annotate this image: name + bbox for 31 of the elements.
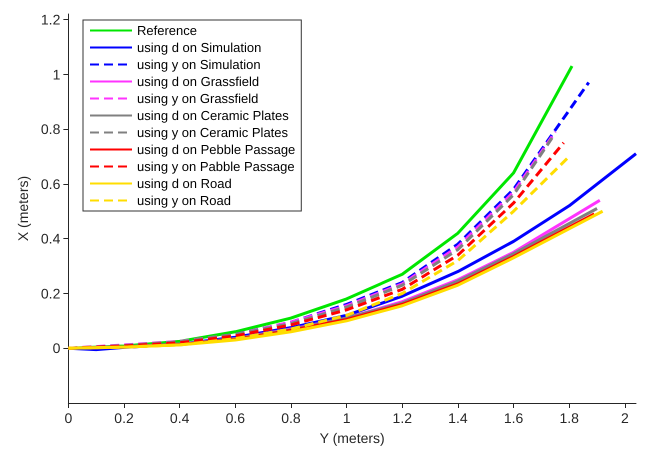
legend-label: using y on Simulation: [137, 57, 261, 72]
y-tick-label: 0: [52, 340, 61, 356]
y-tick-label: 0.8: [40, 121, 61, 138]
x-tick-label: 1.8: [559, 410, 580, 426]
x-tick-label: 0.6: [226, 410, 246, 426]
y-tick-label: 0.6: [40, 176, 61, 192]
legend-label: using d on Road: [137, 176, 232, 191]
legend-label: using y on Road: [137, 193, 231, 208]
legend-label: using y on Grassfield: [137, 91, 258, 106]
x-tick-label: 2: [620, 410, 629, 426]
legend-label: using y on Ceramic Plates: [137, 125, 289, 140]
x-tick-label: 1.2: [392, 410, 412, 426]
y-axis-title: X (meters): [15, 176, 31, 242]
legend-label: using d on Pebble Passage: [137, 142, 296, 157]
y-tick-label: 0.2: [40, 285, 61, 302]
legend-label: using d on Grassfield: [137, 74, 260, 89]
legend-label: using d on Ceramic Plates: [137, 108, 290, 123]
x-tick-label: 1.6: [504, 410, 524, 426]
x-tick-label: 0: [64, 410, 72, 426]
x-tick-label: 0.2: [114, 410, 134, 426]
y-tick-label: 1: [52, 66, 61, 82]
x-tick-label: 0.4: [170, 410, 190, 426]
legend-label: using d on Simulation: [137, 40, 262, 55]
x-tick-label: 1: [342, 410, 351, 426]
y-tick-label: 0.4: [40, 230, 61, 247]
x-tick-label: 0.8: [281, 410, 301, 426]
legend-label: Reference: [137, 23, 197, 38]
y-tick-label: 1.2: [40, 11, 61, 28]
x-axis-title: Y (meters): [320, 430, 385, 446]
x-tick-label: 1.4: [448, 410, 468, 426]
legend-label: using y on Pabble Passage: [137, 159, 295, 174]
